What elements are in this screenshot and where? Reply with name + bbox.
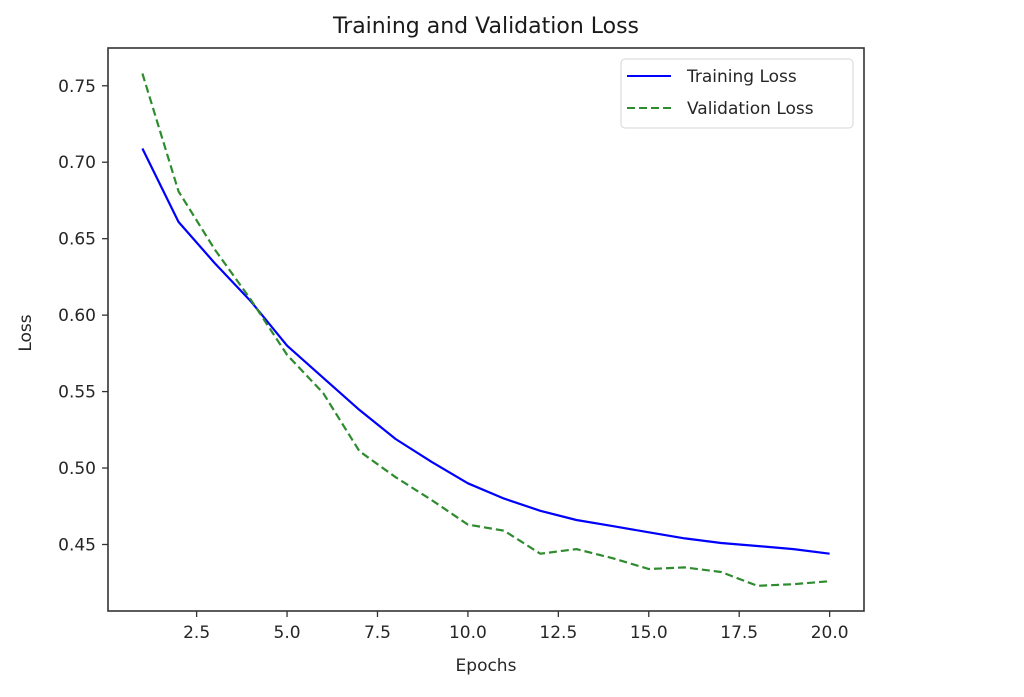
x-tick-label: 17.5 xyxy=(720,623,758,643)
chart-title: Training and Validation Loss xyxy=(332,14,639,39)
y-tick-label: 0.45 xyxy=(58,535,96,555)
y-tick-label: 0.50 xyxy=(58,459,96,479)
y-tick-label: 0.70 xyxy=(58,153,96,173)
y-tick-label: 0.75 xyxy=(58,77,96,97)
y-axis: 0.45 0.50 0.55 0.60 0.65 0.70 0.75 xyxy=(58,77,108,555)
axes-frame xyxy=(107,47,865,612)
x-axis: 2.5 5.0 7.5 10.0 12.5 15.0 17.5 20.0 xyxy=(183,611,849,643)
x-tick-label: 2.5 xyxy=(183,623,210,643)
legend-box xyxy=(620,58,854,129)
y-tick-label: 0.55 xyxy=(58,383,96,403)
x-tick-label: 7.5 xyxy=(364,623,391,643)
x-axis-label: Epochs xyxy=(456,656,517,676)
legend: Training Loss Validation Loss xyxy=(620,58,854,129)
x-tick-label: 15.0 xyxy=(630,623,668,643)
x-tick-label: 20.0 xyxy=(811,623,849,643)
series-line-training-loss xyxy=(141,148,830,555)
series-layer xyxy=(141,73,830,587)
y-tick-label: 0.60 xyxy=(58,306,96,326)
x-tick-label: 5.0 xyxy=(274,623,301,643)
series-line-validation-loss xyxy=(141,73,830,587)
legend-label-validation-loss: Validation Loss xyxy=(687,99,814,119)
legend-label-training-loss: Training Loss xyxy=(686,67,797,87)
x-tick-label: 12.5 xyxy=(539,623,577,643)
y-axis-label: Loss xyxy=(16,314,36,351)
x-tick-label: 10.0 xyxy=(449,623,487,643)
y-tick-label: 0.65 xyxy=(58,230,96,250)
